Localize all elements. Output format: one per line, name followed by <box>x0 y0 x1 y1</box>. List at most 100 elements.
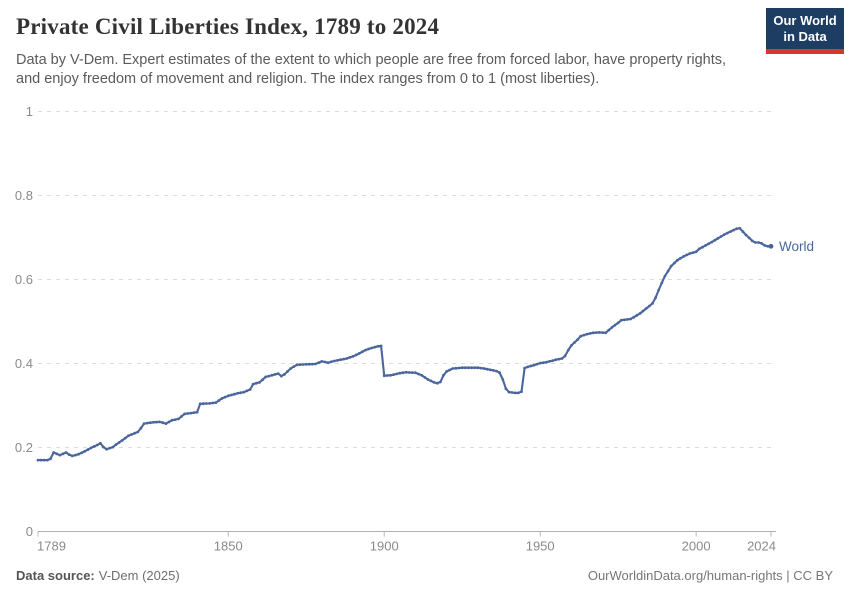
data-point-marker <box>476 366 480 370</box>
data-point-marker <box>526 365 530 369</box>
data-point-marker <box>389 373 392 377</box>
data-point-marker <box>663 274 667 278</box>
owid-logo[interactable]: Our World in Data <box>766 8 844 54</box>
data-point-marker <box>513 391 517 395</box>
data-point-marker <box>398 371 402 375</box>
data-point-marker <box>317 361 321 365</box>
data-point-marker <box>485 367 489 371</box>
x-axis-tick-label: 1900 <box>370 539 399 554</box>
data-point-marker <box>754 241 757 244</box>
page-title: Private Civil Liberties Index, 1789 to 2… <box>16 14 440 39</box>
data-point-marker <box>61 452 65 456</box>
data-point-marker <box>130 433 134 436</box>
data-point-marker <box>616 321 620 325</box>
data-point-marker <box>563 354 567 358</box>
data-point-marker <box>548 360 551 363</box>
x-axis-tick-label: 1789 <box>37 539 66 554</box>
data-point-marker <box>164 422 168 425</box>
data-point-marker <box>501 378 505 381</box>
footer-link[interactable]: OurWorldinData.org/human-rights | CC BY <box>587 568 833 583</box>
data-point-marker <box>264 375 268 379</box>
data-point-marker <box>382 374 386 378</box>
data-point-marker <box>99 441 102 445</box>
data-point-marker <box>657 288 661 292</box>
data-point-marker <box>189 411 193 415</box>
data-point-marker <box>251 382 255 386</box>
data-point-marker <box>70 454 74 458</box>
data-point-marker <box>492 369 495 372</box>
data-point-marker <box>376 344 380 348</box>
data-point-marker <box>267 374 271 378</box>
data-point-marker <box>641 309 645 313</box>
data-point-marker <box>473 366 477 370</box>
data-point-marker <box>133 431 137 435</box>
data-point-marker <box>392 373 395 376</box>
data-point-marker <box>407 371 411 374</box>
data-point-marker <box>127 434 130 438</box>
data-point-marker <box>64 451 68 454</box>
data-point-marker <box>357 352 361 355</box>
data-point-marker <box>632 315 636 319</box>
data-point-marker <box>308 362 311 366</box>
data-point-marker <box>601 331 604 334</box>
data-point-marker <box>120 439 124 442</box>
subtitle-line-2: and enjoy freedom of movement and religi… <box>16 71 600 87</box>
owid-logo-line-1: Our World <box>773 13 837 28</box>
data-point-marker <box>594 331 598 334</box>
data-point-marker <box>80 451 84 455</box>
data-point-marker <box>448 368 452 372</box>
data-point-marker <box>541 361 545 365</box>
data-point-marker <box>610 326 614 329</box>
data-point-marker <box>479 366 483 370</box>
data-point-marker <box>747 236 751 240</box>
data-point-marker <box>654 296 657 299</box>
data-point-marker <box>463 366 467 370</box>
data-point-marker <box>354 353 358 357</box>
data-point-marker <box>457 366 461 370</box>
data-point-marker <box>329 360 333 364</box>
data-point-marker <box>173 418 177 421</box>
data-point-marker <box>395 372 399 376</box>
data-point-marker <box>613 323 617 327</box>
data-point-marker <box>710 240 714 244</box>
data-point-marker <box>545 360 548 364</box>
data-point-marker <box>585 332 589 336</box>
data-point-marker <box>635 313 639 317</box>
data-point-marker <box>442 373 445 377</box>
data-point-marker <box>557 357 561 361</box>
data-point-marker <box>410 371 414 374</box>
data-point-marker <box>570 344 573 347</box>
data-point-marker <box>258 381 261 384</box>
data-point-marker <box>367 347 370 351</box>
data-point-marker <box>523 366 526 370</box>
data-point-marker <box>74 453 77 457</box>
data-point-marker <box>676 258 679 262</box>
data-point-marker <box>279 374 283 378</box>
data-point-marker <box>223 395 227 399</box>
data-point-marker <box>283 373 286 376</box>
data-point-marker <box>729 230 732 234</box>
data-point-marker <box>591 331 595 335</box>
data-point-marker <box>211 401 215 405</box>
data-point-marker <box>423 376 427 379</box>
data-point-marker <box>123 436 127 440</box>
data-point-marker <box>722 233 726 237</box>
data-point-marker <box>139 426 143 430</box>
data-point-marker <box>604 331 608 335</box>
data-point-marker <box>49 457 52 461</box>
series-label-world[interactable]: World <box>779 239 814 254</box>
data-point-marker <box>339 358 342 362</box>
world-series-line[interactable] <box>38 227 771 462</box>
data-point-marker <box>332 359 336 363</box>
data-point-marker <box>77 452 80 456</box>
data-point-marker <box>735 227 739 231</box>
x-axis-tick-label: 1850 <box>214 539 243 554</box>
y-axis-tick-label: 1 <box>26 104 33 119</box>
data-point-marker <box>102 445 105 449</box>
data-point-marker <box>385 374 389 377</box>
data-point-marker <box>289 367 293 370</box>
data-point-marker <box>529 364 533 368</box>
data-point-marker <box>192 411 196 414</box>
data-point-marker <box>432 381 436 384</box>
